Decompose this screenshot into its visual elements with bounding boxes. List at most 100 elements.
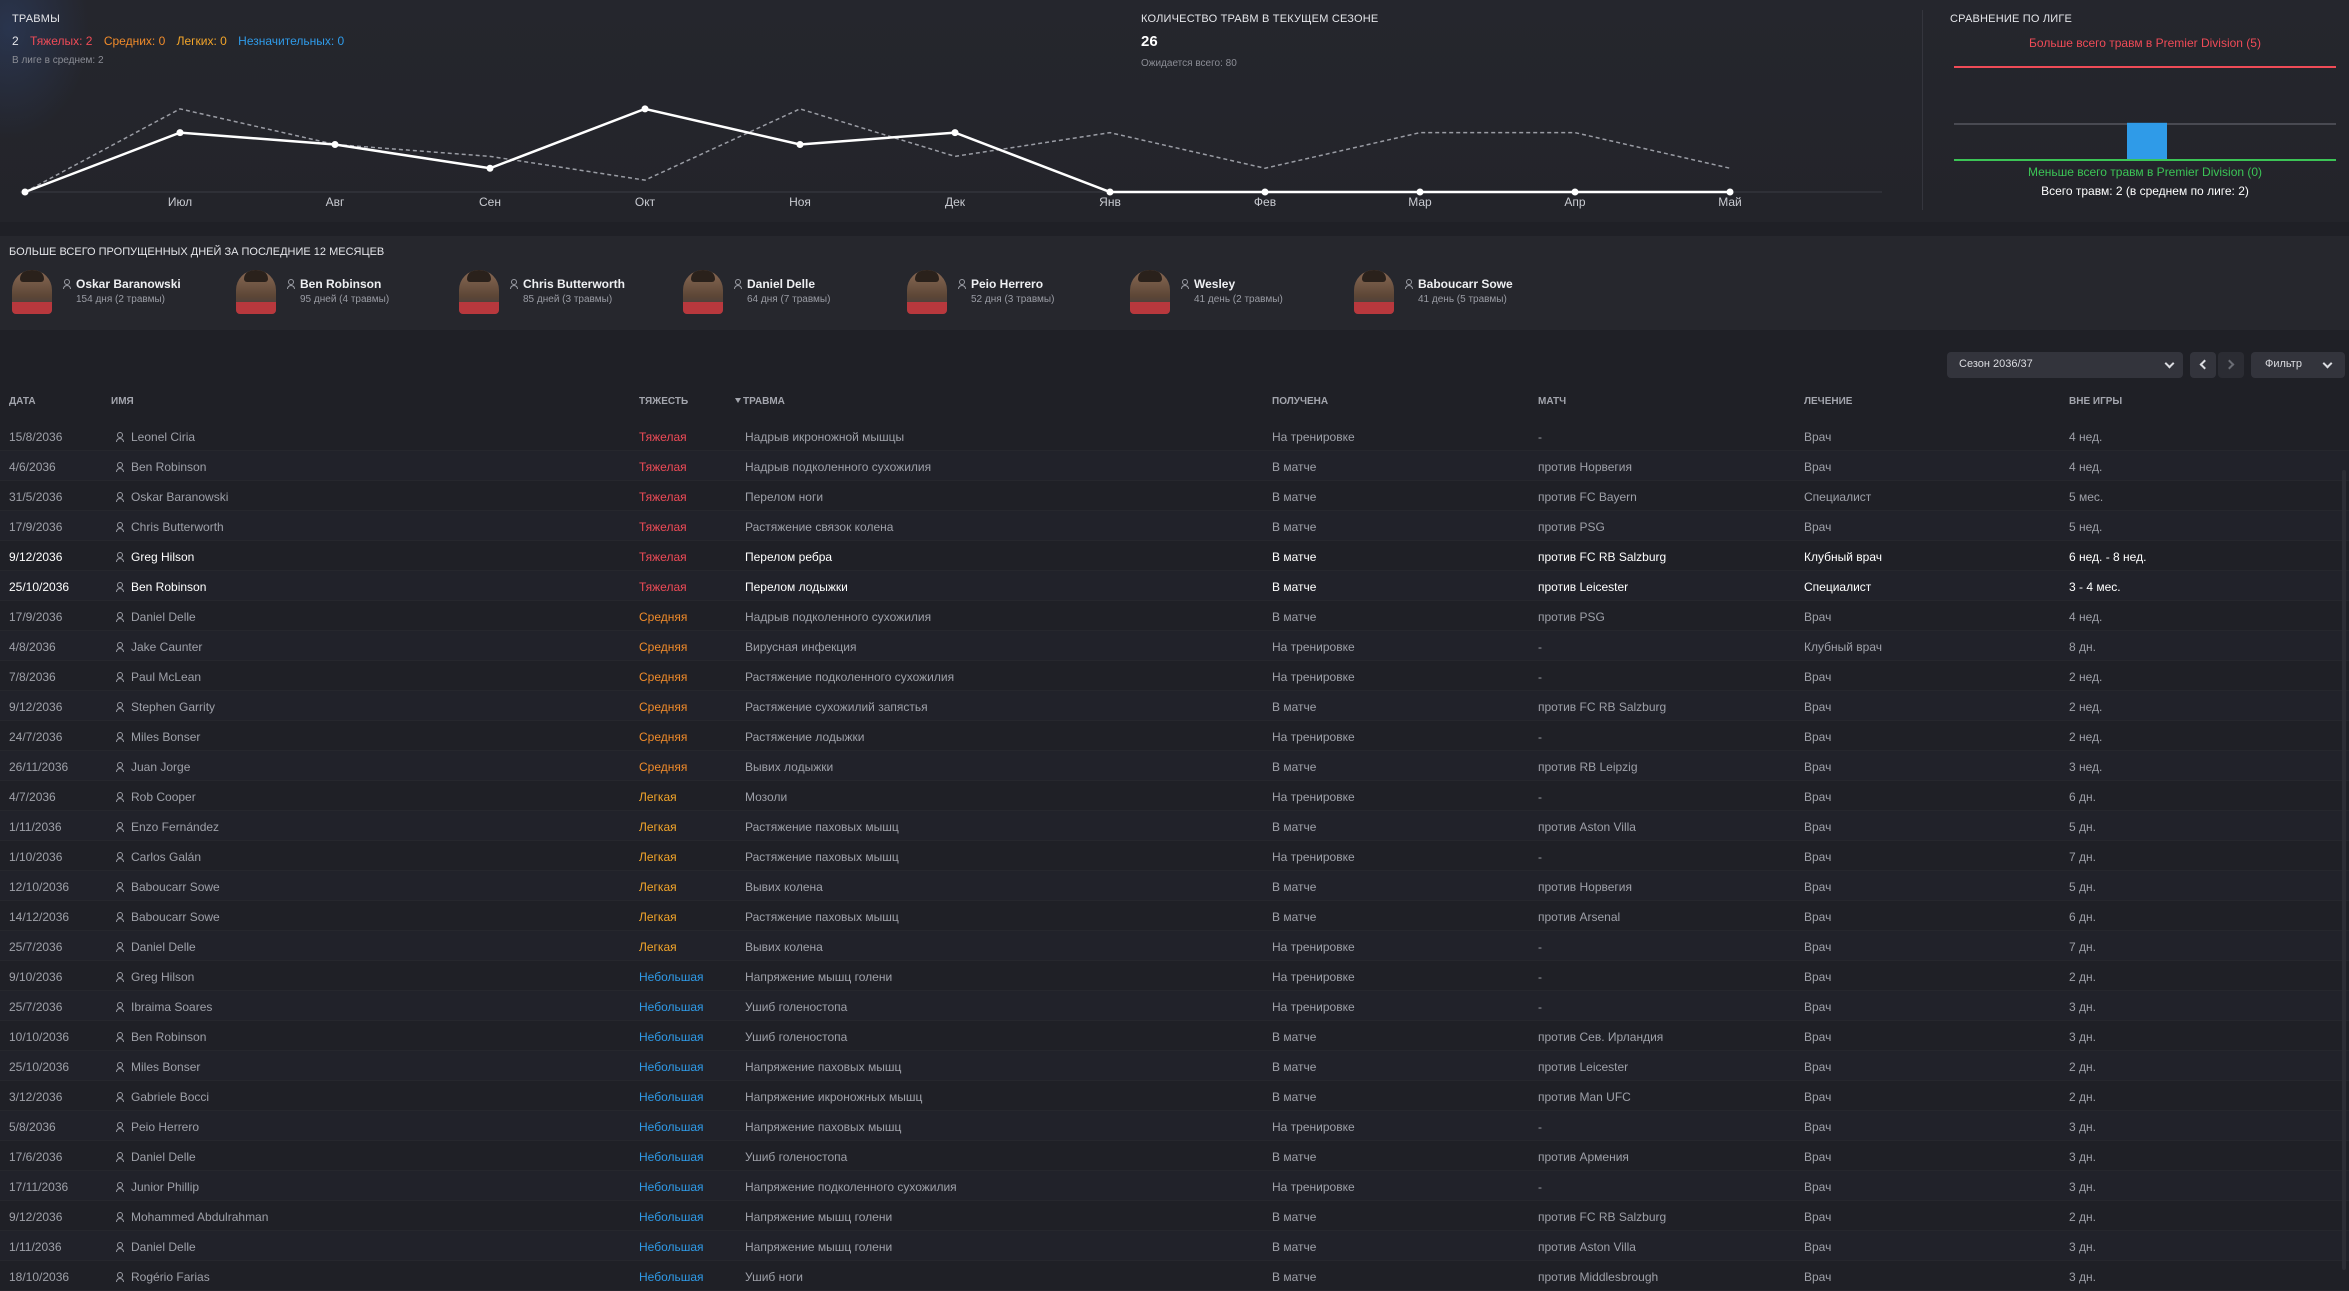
table-row[interactable]: 25/10/2036 Ben Robinson Тяжелая Перелом лод… bbox=[0, 571, 2349, 601]
cell-player-name[interactable]: Jake Caunter bbox=[115, 640, 202, 654]
season-dropdown[interactable]: Сезон 2036/37 bbox=[1947, 352, 2183, 378]
column-treatment[interactable]: ЛЕЧЕНИЕ bbox=[1804, 396, 1853, 407]
column-date[interactable]: ДАТА bbox=[9, 396, 36, 407]
cell-player-name[interactable]: Daniel Delle bbox=[115, 940, 196, 954]
cell-player-name[interactable]: Baboucarr Sowe bbox=[115, 880, 220, 894]
cell-received: В матче bbox=[1272, 760, 1317, 774]
most-missed-player-card[interactable]: Chris Butterworth 85 дней (3 травмы) bbox=[459, 268, 679, 318]
cell-player-name[interactable]: Juan Jorge bbox=[115, 760, 190, 774]
person-icon bbox=[115, 462, 125, 472]
most-missed-player-card[interactable]: Daniel Delle 64 дня (7 травмы) bbox=[683, 268, 903, 318]
chart-point bbox=[331, 141, 339, 148]
column-name[interactable]: ИМЯ bbox=[111, 396, 134, 407]
cell-player-name[interactable]: Junior Phillip bbox=[115, 1180, 199, 1194]
table-row[interactable]: 26/11/2036 Juan Jorge Средняя Вывих лодыжки… bbox=[0, 751, 2349, 781]
cell-player-name[interactable]: Daniel Delle bbox=[115, 610, 196, 624]
cell-player-name[interactable]: Enzo Fernández bbox=[115, 820, 219, 834]
column-severity[interactable]: ТЯЖЕСТЬ bbox=[639, 396, 689, 407]
most-missed-player-card[interactable]: Oskar Baranowski 154 дня (2 травмы) bbox=[12, 268, 232, 318]
cell-player-name[interactable]: Stephen Garrity bbox=[115, 700, 215, 714]
cell-player-name[interactable]: Gabriele Bocci bbox=[115, 1090, 209, 1104]
player-name[interactable]: Baboucarr Sowe bbox=[1404, 277, 1513, 291]
player-name[interactable]: Ben Robinson bbox=[286, 277, 381, 291]
cell-out: 6 дн. bbox=[2069, 910, 2096, 924]
table-row[interactable]: 17/9/2036 Chris Butterworth Тяжелая Растяже… bbox=[0, 511, 2349, 541]
table-row[interactable]: 15/8/2036 Leonel Ciria Тяжелая Надрыв икрон… bbox=[0, 421, 2349, 451]
cell-received: На тренировке bbox=[1272, 970, 1355, 984]
table-row[interactable]: 25/7/2036 Daniel Delle Легкая Вывих колена Н… bbox=[0, 931, 2349, 961]
cell-player-name[interactable]: Greg Hilson bbox=[115, 550, 194, 564]
cell-player-name[interactable]: Miles Bonser bbox=[115, 1060, 200, 1074]
table-row[interactable]: 9/10/2036 Greg Hilson Небольшая Напряжение … bbox=[0, 961, 2349, 991]
most-missed-player-card[interactable]: Baboucarr Sowe 41 день (5 травмы) bbox=[1354, 268, 1574, 318]
previous-season-button[interactable] bbox=[2190, 352, 2216, 378]
table-row[interactable]: 3/12/2036 Gabriele Bocci Небольшая Напряжен… bbox=[0, 1081, 2349, 1111]
filter-button[interactable]: Фильтр bbox=[2251, 352, 2345, 378]
cell-player-name[interactable]: Daniel Delle bbox=[115, 1240, 196, 1254]
table-row[interactable]: 25/7/2036 Ibraima Soares Небольшая Ушиб гол… bbox=[0, 991, 2349, 1021]
chart-point bbox=[796, 141, 804, 148]
person-icon bbox=[733, 279, 743, 289]
cell-match: против PSG bbox=[1538, 520, 1605, 534]
table-row[interactable]: 17/9/2036 Daniel Delle Средняя Надрыв подко… bbox=[0, 601, 2349, 631]
table-row[interactable]: 25/10/2036 Miles Bonser Небольшая Напряжени… bbox=[0, 1051, 2349, 1081]
cell-out: 2 нед. bbox=[2069, 700, 2103, 714]
cell-player-name[interactable]: Daniel Delle bbox=[115, 1150, 196, 1164]
table-row[interactable]: 7/8/2036 Paul McLean Средняя Растяжение под… bbox=[0, 661, 2349, 691]
player-missed-days: 41 день (2 травмы) bbox=[1194, 294, 1283, 305]
cell-date: 17/9/2036 bbox=[9, 520, 63, 534]
cell-player-name[interactable]: Ben Robinson bbox=[115, 460, 206, 474]
table-row[interactable]: 9/12/2036 Mohammed Abdulrahman Небольшая На… bbox=[0, 1201, 2349, 1231]
table-row[interactable]: 9/12/2036 Greg Hilson Тяжелая Перелом ребра… bbox=[0, 541, 2349, 571]
most-missed-player-card[interactable]: Peio Herrero 52 дня (3 травмы) bbox=[907, 268, 1127, 318]
table-row[interactable]: 17/6/2036 Daniel Delle Небольшая Ушиб голен… bbox=[0, 1141, 2349, 1171]
cell-player-name[interactable]: Carlos Galán bbox=[115, 850, 201, 864]
chart-point bbox=[176, 129, 184, 137]
table-row[interactable]: 4/7/2036 Rob Cooper Легкая Мозоли На трениро… bbox=[0, 781, 2349, 811]
player-name[interactable]: Wesley bbox=[1180, 277, 1235, 291]
table-row[interactable]: 4/8/2036 Jake Caunter Средняя Вирусная инфе… bbox=[0, 631, 2349, 661]
table-row[interactable]: 24/7/2036 Miles Bonser Средняя Растяжение л… bbox=[0, 721, 2349, 751]
cell-player-name[interactable]: Greg Hilson bbox=[115, 970, 194, 984]
table-row[interactable]: 31/5/2036 Oskar Baranowski Тяжелая Перелом … bbox=[0, 481, 2349, 511]
most-missed-player-card[interactable]: Ben Robinson 95 дней (4 травмы) bbox=[236, 268, 456, 318]
cell-treatment: Врач bbox=[1804, 760, 1832, 774]
cell-player-name[interactable]: Baboucarr Sowe bbox=[115, 910, 220, 924]
cell-player-name[interactable]: Miles Bonser bbox=[115, 730, 200, 744]
table-row[interactable]: 1/11/2036 Enzo Fernández Легкая Растяжение … bbox=[0, 811, 2349, 841]
table-row[interactable]: 9/12/2036 Stephen Garrity Средняя Растяжени… bbox=[0, 691, 2349, 721]
column-match[interactable]: МАТЧ bbox=[1538, 396, 1567, 407]
next-season-button[interactable] bbox=[2218, 352, 2244, 378]
cell-player-name[interactable]: Mohammed Abdulrahman bbox=[115, 1210, 268, 1224]
player-name[interactable]: Oskar Baranowski bbox=[62, 277, 181, 291]
cell-player-name[interactable]: Ben Robinson bbox=[115, 580, 206, 594]
most-missed-player-card[interactable]: Wesley 41 день (2 травмы) bbox=[1130, 268, 1350, 318]
table-row[interactable]: 5/8/2036 Peio Herrero Небольшая Напряжение … bbox=[0, 1111, 2349, 1141]
cell-player-name[interactable]: Rob Cooper bbox=[115, 790, 196, 804]
column-out[interactable]: ВНЕ ИГРЫ bbox=[2069, 396, 2123, 407]
person-icon bbox=[115, 1062, 125, 1072]
chart-point bbox=[951, 129, 959, 137]
table-row[interactable]: 17/11/2036 Junior Phillip Небольшая Напряже… bbox=[0, 1171, 2349, 1201]
table-scrollbar[interactable] bbox=[2342, 470, 2346, 1270]
table-row[interactable]: 14/12/2036 Baboucarr Sowe Легкая Растяжение… bbox=[0, 901, 2349, 931]
cell-player-name[interactable]: Chris Butterworth bbox=[115, 520, 224, 534]
cell-player-name[interactable]: Ben Robinson bbox=[115, 1030, 206, 1044]
table-row[interactable]: 18/10/2036 Rogério Farias Небольшая Ушиб но… bbox=[0, 1261, 2349, 1291]
cell-player-name[interactable]: Ibraima Soares bbox=[115, 1000, 212, 1014]
player-name[interactable]: Daniel Delle bbox=[733, 277, 815, 291]
cell-player-name[interactable]: Leonel Ciria bbox=[115, 430, 195, 444]
cell-player-name[interactable]: Rogério Farias bbox=[115, 1270, 210, 1284]
cell-player-name[interactable]: Peio Herrero bbox=[115, 1120, 199, 1134]
player-name[interactable]: Chris Butterworth bbox=[509, 277, 625, 291]
column-received[interactable]: ПОЛУЧЕНА bbox=[1272, 396, 1329, 407]
table-row[interactable]: 10/10/2036 Ben Robinson Небольшая Ушиб голе… bbox=[0, 1021, 2349, 1051]
table-row[interactable]: 12/10/2036 Baboucarr Sowe Легкая Вывих коле… bbox=[0, 871, 2349, 901]
player-name[interactable]: Peio Herrero bbox=[957, 277, 1043, 291]
table-row[interactable]: 1/10/2036 Carlos Galán Легкая Растяжение па… bbox=[0, 841, 2349, 871]
cell-player-name[interactable]: Oskar Baranowski bbox=[115, 490, 228, 504]
cell-player-name[interactable]: Paul McLean bbox=[115, 670, 201, 684]
table-row[interactable]: 1/11/2036 Daniel Delle Небольшая Напряжение… bbox=[0, 1231, 2349, 1261]
column-injury[interactable]: ТРАВМА bbox=[735, 396, 785, 407]
table-row[interactable]: 4/6/2036 Ben Robinson Тяжелая Надрыв подкол… bbox=[0, 451, 2349, 481]
